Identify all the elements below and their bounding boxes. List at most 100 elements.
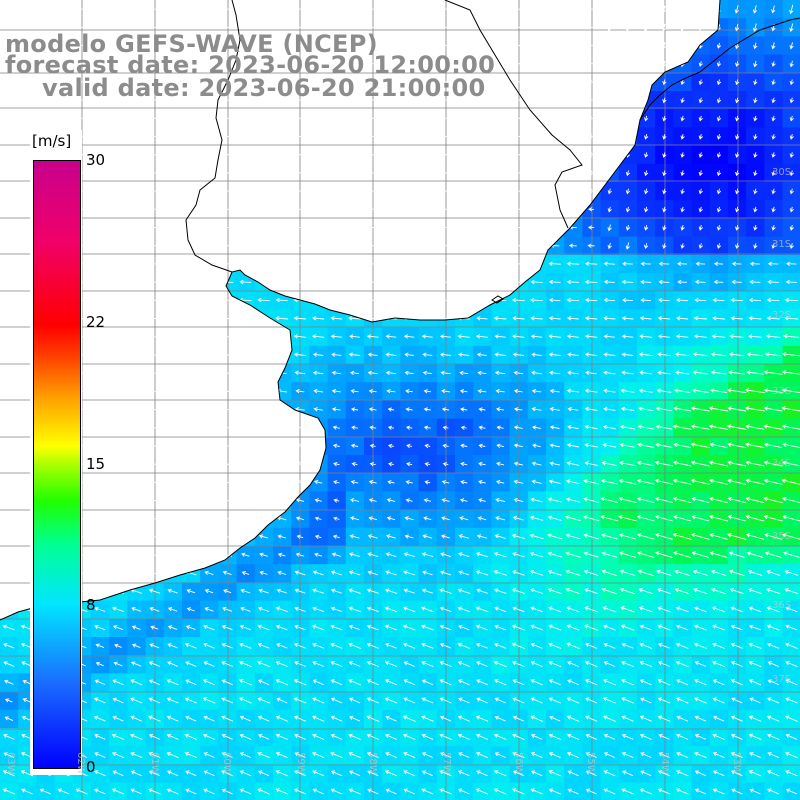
wind-speed-cell — [382, 782, 401, 800]
wind-arrow — [257, 79, 270, 84]
wind-arrow — [550, 79, 560, 85]
wind-arrow — [348, 61, 361, 66]
wind-arrow — [496, 425, 504, 430]
wind-arrow — [148, 243, 161, 248]
wind-arrow — [202, 679, 216, 686]
wind-arrow — [330, 606, 343, 612]
wind-arrow — [293, 715, 307, 722]
wind-arrow — [257, 97, 270, 103]
wind-arrow — [312, 733, 325, 740]
wind-arrow — [709, 514, 728, 522]
wind-arrow — [366, 43, 380, 48]
wind-arrow — [202, 334, 216, 339]
wind-arrow — [149, 606, 160, 612]
wind-arrow — [749, 697, 761, 704]
wind-arrow — [129, 316, 143, 321]
wind-arrow — [166, 188, 179, 194]
wind-arrow — [402, 606, 416, 613]
wind-arrow — [637, 496, 655, 503]
wind-arrow — [275, 25, 288, 30]
wind-arrow — [404, 534, 414, 539]
wind-arrow — [603, 370, 616, 375]
wind-arrow — [366, 116, 379, 121]
wind-arrow — [530, 207, 543, 212]
wind-arrow — [529, 533, 544, 540]
wind-arrow — [746, 551, 764, 558]
wind-arrow — [296, 534, 304, 539]
wind-arrow — [239, 406, 251, 412]
wind-arrow — [494, 697, 506, 704]
wind-arrow — [566, 715, 580, 722]
wind-arrow — [2, 770, 15, 777]
wind-arrow — [93, 788, 106, 795]
wind-arrow — [511, 588, 526, 595]
wind-arrow — [348, 79, 361, 84]
wind-arrow — [149, 643, 160, 649]
wind-arrow — [202, 97, 215, 103]
wind-arrow — [367, 788, 379, 795]
wind-arrow — [2, 297, 16, 303]
wind-arrow — [129, 388, 143, 394]
wind-arrow — [258, 770, 270, 777]
wind-arrow — [512, 116, 524, 121]
wind-arrow — [771, 243, 776, 249]
wind-arrow — [694, 297, 707, 303]
wind-arrow — [311, 225, 325, 230]
wind-arrow — [257, 225, 270, 230]
wind-arrow — [20, 61, 34, 66]
wind-arrow — [698, 224, 703, 231]
wind-speed-cell — [546, 782, 565, 800]
wind-arrow — [348, 570, 361, 576]
wind-arrow — [551, 152, 559, 157]
wind-arrow — [567, 661, 579, 667]
wind-arrow — [166, 352, 179, 357]
wind-arrow — [771, 61, 776, 67]
wind-arrow — [735, 170, 740, 177]
wind-arrow — [602, 624, 616, 631]
wind-arrow — [384, 679, 398, 686]
wind-arrow — [129, 6, 143, 12]
wind-arrow — [551, 116, 559, 121]
wind-arrow — [637, 424, 654, 430]
wind-arrow — [185, 770, 197, 777]
wind-arrow — [293, 79, 306, 84]
wind-arrow — [672, 496, 692, 504]
wind-arrow — [673, 551, 692, 559]
wind-arrow — [166, 443, 179, 448]
wind-arrow — [658, 661, 670, 667]
wind-arrow — [148, 570, 161, 576]
wind-arrow — [493, 660, 507, 668]
wind-arrow — [93, 6, 107, 12]
wind-arrow — [420, 152, 434, 157]
wind-arrow — [148, 515, 161, 521]
wind-arrow — [93, 25, 106, 30]
wind-arrow — [314, 516, 322, 521]
wind-arrow — [494, 534, 506, 539]
wind-arrow — [2, 497, 16, 503]
wind-arrow — [368, 407, 377, 412]
wind-arrow — [186, 589, 196, 594]
wind-arrow — [690, 424, 710, 430]
wind-arrow — [404, 370, 414, 376]
wind-arrow — [619, 551, 637, 558]
wind-arrow — [439, 316, 452, 321]
wind-arrow — [184, 370, 197, 375]
wind-arrow — [186, 607, 195, 612]
wind-arrow — [330, 243, 343, 248]
wind-arrow — [567, 352, 579, 357]
wind-arrow — [603, 406, 616, 412]
wind-arrow — [711, 587, 727, 595]
wind-arrow — [716, 243, 722, 249]
wind-arrow — [348, 134, 361, 139]
wind-arrow — [680, 5, 685, 14]
wind-arrow — [93, 207, 106, 212]
wind-arrow — [203, 642, 215, 649]
wind-arrow — [311, 61, 325, 66]
wind-arrow — [166, 279, 179, 285]
wind-arrow — [711, 606, 726, 613]
wind-arrow — [330, 588, 342, 594]
wind-arrow — [782, 496, 800, 504]
wind-arrow — [637, 460, 655, 467]
wind-arrow — [402, 225, 416, 230]
wind-arrow — [333, 461, 340, 467]
